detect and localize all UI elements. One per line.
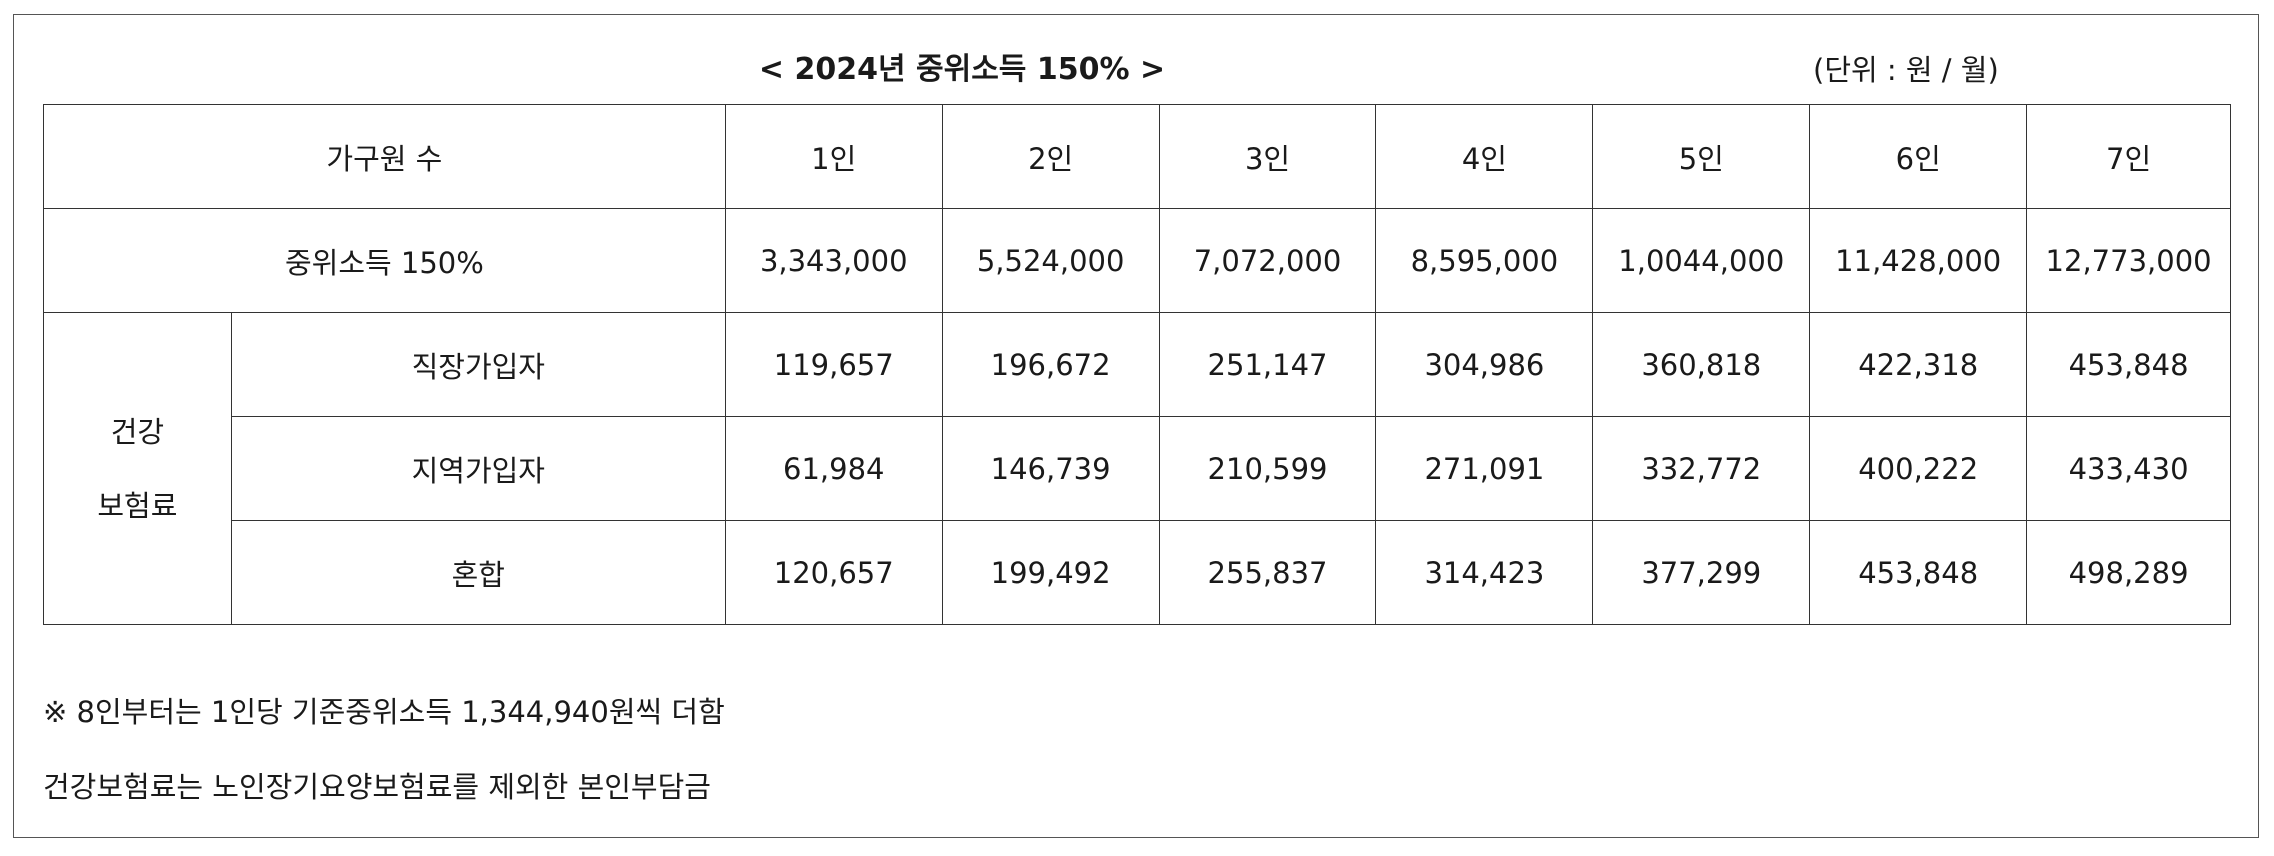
table-cell: 400,222 xyxy=(1809,416,2028,521)
median-income-table: 가구원 수 1인 2인 3인 4인 5인 6인 7인 중위소득 150% 3,3… xyxy=(43,104,2231,625)
table-cell: 7,072,000 xyxy=(1158,208,1377,313)
health-label-line1: 건강 xyxy=(110,414,165,449)
table-cell: 3,343,000 xyxy=(724,208,943,313)
header-cell: 2인 xyxy=(941,104,1160,209)
row-label-regional-insured: 지역가입자 xyxy=(230,416,726,521)
table-cell: 314,423 xyxy=(1375,520,1594,625)
document-frame xyxy=(13,14,2259,838)
footnote-health-insurance: 건강보험료는 노인장기요양보험료를 제외한 본인부담금 xyxy=(43,770,711,804)
table-cell: 453,848 xyxy=(1809,520,2028,625)
table-cell: 377,299 xyxy=(1592,520,1811,625)
table-cell: 360,818 xyxy=(1592,312,1811,417)
table-cell: 120,657 xyxy=(724,520,943,625)
table-cell: 5,524,000 xyxy=(941,208,1160,313)
table-cell: 146,739 xyxy=(941,416,1160,521)
header-cell: 5인 xyxy=(1592,104,1811,209)
health-label-line2: 보험료 xyxy=(97,488,178,523)
header-cell: 7인 xyxy=(2026,104,2231,209)
table-cell: 453,848 xyxy=(2026,312,2231,417)
table-cell: 119,657 xyxy=(724,312,943,417)
table-cell: 271,091 xyxy=(1375,416,1594,521)
table-cell: 8,595,000 xyxy=(1375,208,1594,313)
header-cell-household-size: 가구원 수 xyxy=(43,104,726,209)
regional-insured-row: 지역가입자 61,984 146,739 210,599 271,091 332… xyxy=(44,416,2231,521)
unit-label: (단위 : 원 / 월) xyxy=(1813,53,1999,87)
table-cell: 12,773,000 xyxy=(2026,208,2231,313)
table-cell: 11,428,000 xyxy=(1809,208,2028,313)
median-income-row: 중위소득 150% 3,343,000 5,524,000 7,072,000 … xyxy=(43,208,2231,313)
employee-insured-row: 건강 보험료 직장가입자 119,657 196,672 251,147 304… xyxy=(43,312,2231,625)
row-label-mixed: 혼합 xyxy=(230,520,726,625)
header-cell: 1인 xyxy=(724,104,943,209)
table-cell: 210,599 xyxy=(1158,416,1377,521)
header-row: 가구원 수 1인 2인 3인 4인 5인 6인 7인 xyxy=(43,104,2231,209)
table-cell: 251,147 xyxy=(1158,312,1377,417)
table-cell: 422,318 xyxy=(1809,312,2028,417)
table-cell: 1,0044,000 xyxy=(1592,208,1811,313)
row-label-median-income: 중위소득 150% xyxy=(43,208,726,313)
mixed-row: 혼합 120,657 199,492 255,837 314,423 377,2… xyxy=(44,520,2231,625)
table-cell: 433,430 xyxy=(2026,416,2231,521)
table-cell: 332,772 xyxy=(1592,416,1811,521)
row-group-label-health-insurance: 건강 보험료 xyxy=(43,312,232,625)
header-cell: 6인 xyxy=(1809,104,2028,209)
table-cell: 304,986 xyxy=(1375,312,1594,417)
table-cell: 498,289 xyxy=(2026,520,2231,625)
row-label-employee-insured: 직장가입자 xyxy=(230,312,726,417)
table-cell: 199,492 xyxy=(941,520,1160,625)
header-cell: 3인 xyxy=(1158,104,1377,209)
footnote-per-person: ※ 8인부터는 1인당 기준중위소득 1,344,940원씩 더함 xyxy=(43,695,725,729)
table-cell: 196,672 xyxy=(941,312,1160,417)
table-cell: 61,984 xyxy=(724,416,943,521)
table-cell: 255,837 xyxy=(1158,520,1377,625)
table-title: < 2024년 중위소득 150% > xyxy=(758,52,1166,87)
header-cell: 4인 xyxy=(1375,104,1594,209)
